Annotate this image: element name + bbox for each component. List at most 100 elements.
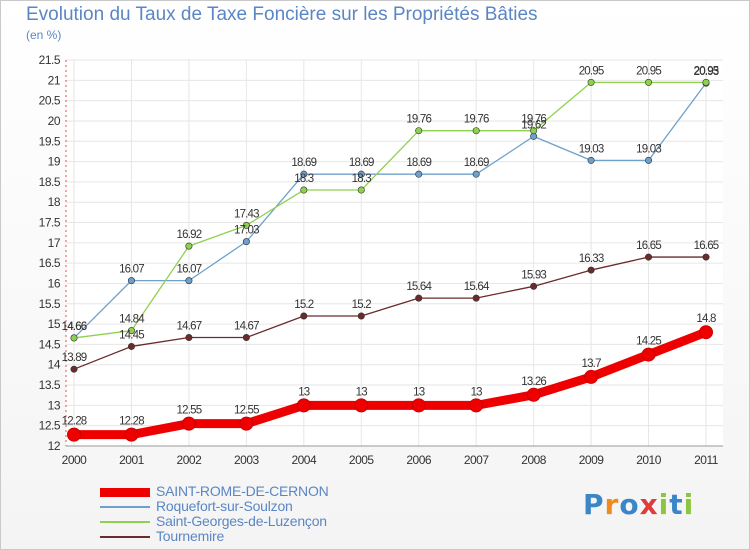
data-label: 14.66 bbox=[62, 321, 87, 333]
data-point bbox=[67, 427, 81, 442]
y-tick-label: 21.5 bbox=[39, 53, 61, 67]
data-point bbox=[584, 369, 599, 384]
data-label: 14.25 bbox=[636, 336, 661, 348]
logo-letter: i bbox=[658, 488, 670, 521]
data-point bbox=[127, 277, 135, 285]
data-point bbox=[472, 294, 480, 302]
y-tick-label: 19.5 bbox=[39, 134, 61, 148]
data-point bbox=[239, 416, 254, 431]
logo-letter: P bbox=[583, 488, 605, 521]
data-point bbox=[530, 127, 538, 135]
data-label: 16.33 bbox=[579, 253, 604, 265]
data-point bbox=[185, 334, 193, 342]
series-line-0 bbox=[69, 327, 711, 440]
data-label: 14.45 bbox=[119, 329, 144, 341]
data-point bbox=[127, 327, 135, 335]
data-point bbox=[185, 277, 193, 285]
x-tick-label: 2000 bbox=[62, 453, 88, 467]
data-label: 18.3 bbox=[352, 173, 372, 185]
data-point bbox=[185, 242, 193, 250]
y-tick-label: 12 bbox=[48, 439, 61, 453]
y-tick-label: 16 bbox=[48, 276, 61, 290]
logo-letter: i bbox=[683, 488, 695, 521]
x-tick-label: 2011 bbox=[694, 453, 719, 467]
data-point bbox=[300, 312, 308, 320]
x-tick-label: 2005 bbox=[349, 453, 375, 467]
x-tick-label: 2003 bbox=[234, 453, 260, 467]
data-label: 13.7 bbox=[581, 358, 601, 370]
data-point bbox=[415, 170, 423, 178]
legend-swatch bbox=[100, 506, 150, 508]
y-unit-label: (en %) bbox=[26, 28, 62, 42]
data-point bbox=[354, 398, 369, 413]
plot-area bbox=[66, 60, 723, 446]
data-label: 17.43 bbox=[234, 208, 259, 220]
data-label: 19.03 bbox=[579, 143, 604, 155]
data-point bbox=[472, 170, 480, 178]
data-label: 14.67 bbox=[234, 321, 259, 333]
data-label: 16.65 bbox=[694, 240, 719, 252]
data-label: 19.03 bbox=[636, 143, 661, 155]
data-point bbox=[181, 416, 196, 431]
logo-letter: r bbox=[604, 488, 620, 521]
x-tick-label: 2009 bbox=[579, 453, 605, 467]
data-label: 14.8 bbox=[696, 313, 716, 325]
y-tick-label: 19 bbox=[48, 155, 61, 169]
data-point bbox=[411, 398, 426, 413]
data-point bbox=[587, 266, 595, 274]
data-label: 16.92 bbox=[177, 229, 202, 241]
data-label: 13 bbox=[413, 386, 425, 398]
y-tick-label: 20 bbox=[48, 114, 61, 128]
legend-label: SAINT-ROME-DE-CERNON bbox=[156, 483, 329, 499]
data-point bbox=[70, 334, 78, 342]
data-point bbox=[645, 253, 653, 261]
x-tick-label: 2010 bbox=[636, 453, 662, 467]
data-point bbox=[415, 294, 423, 302]
data-point bbox=[124, 427, 139, 442]
y-tick-label: 21 bbox=[48, 73, 61, 87]
data-label: 19.62 bbox=[521, 119, 546, 131]
data-point bbox=[587, 156, 595, 164]
y-tick-label: 17.5 bbox=[39, 216, 61, 230]
y-tick-label: 17 bbox=[48, 236, 61, 250]
data-point bbox=[357, 312, 365, 320]
y-tick-label: 12.5 bbox=[39, 419, 61, 433]
data-label: 15.64 bbox=[406, 281, 432, 293]
y-tick-label: 18 bbox=[48, 195, 61, 209]
data-point bbox=[300, 170, 308, 178]
data-point bbox=[300, 186, 308, 194]
data-label: 18.3 bbox=[294, 173, 314, 185]
data-label: 20.95 bbox=[579, 65, 604, 77]
logo-letter: o bbox=[619, 488, 640, 521]
legend-swatch bbox=[100, 536, 150, 538]
y-tick-label: 20.5 bbox=[39, 94, 61, 108]
data-point bbox=[242, 221, 250, 229]
data-label: 13 bbox=[356, 386, 368, 398]
data-point bbox=[70, 365, 78, 373]
data-label: 17.03 bbox=[234, 225, 259, 237]
y-tick-label: 15 bbox=[48, 317, 61, 331]
data-label: 18.69 bbox=[349, 157, 374, 169]
series-line-1 bbox=[73, 82, 707, 339]
legend-label: Roquefort-sur-Soulzon bbox=[156, 498, 293, 514]
data-label: 16.07 bbox=[177, 264, 202, 276]
x-tick-label: 2004 bbox=[291, 453, 317, 467]
data-point bbox=[702, 78, 710, 86]
data-point bbox=[702, 253, 710, 261]
y-tick-label: 18.5 bbox=[39, 175, 61, 189]
series-line-3 bbox=[73, 256, 707, 370]
x-tick-label: 2008 bbox=[521, 453, 547, 467]
data-label: 13.89 bbox=[62, 352, 87, 364]
data-label: 15.93 bbox=[521, 269, 546, 281]
data-point bbox=[472, 127, 480, 135]
logo-letter: t bbox=[669, 488, 684, 521]
y-tick-label: 13 bbox=[48, 398, 61, 412]
data-label: 20.93 bbox=[694, 66, 719, 78]
data-label: 19.76 bbox=[406, 114, 431, 126]
data-label: 12.28 bbox=[119, 416, 144, 428]
data-label: 16.07 bbox=[119, 264, 144, 276]
data-label: 18.69 bbox=[406, 157, 431, 169]
x-tick-label: 2002 bbox=[177, 453, 203, 467]
data-label: 14.84 bbox=[119, 314, 145, 326]
